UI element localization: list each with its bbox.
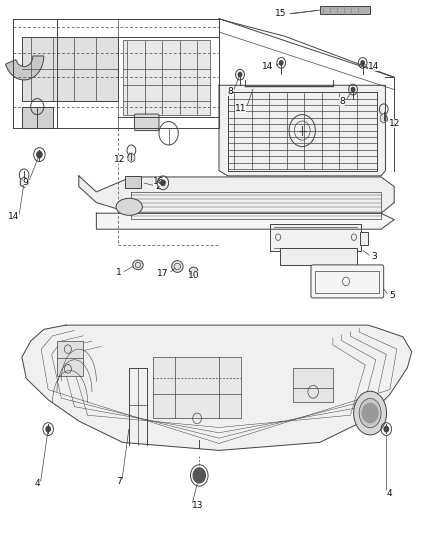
Circle shape bbox=[279, 61, 283, 65]
Circle shape bbox=[351, 87, 355, 92]
FancyBboxPatch shape bbox=[134, 114, 159, 131]
Text: 5: 5 bbox=[389, 292, 395, 300]
Ellipse shape bbox=[189, 267, 198, 276]
Ellipse shape bbox=[359, 399, 381, 427]
Circle shape bbox=[46, 426, 50, 432]
Text: 15: 15 bbox=[276, 10, 287, 18]
Text: 8: 8 bbox=[339, 97, 345, 106]
Circle shape bbox=[384, 426, 389, 432]
Text: 4: 4 bbox=[386, 489, 392, 497]
Wedge shape bbox=[6, 56, 44, 80]
FancyBboxPatch shape bbox=[360, 232, 368, 245]
Text: 7: 7 bbox=[116, 478, 122, 486]
Circle shape bbox=[362, 403, 378, 423]
Text: 10: 10 bbox=[187, 271, 199, 280]
Text: 2: 2 bbox=[155, 182, 161, 190]
Ellipse shape bbox=[133, 260, 143, 270]
Polygon shape bbox=[79, 176, 394, 213]
Text: 16: 16 bbox=[153, 177, 165, 185]
FancyBboxPatch shape bbox=[320, 6, 370, 14]
Circle shape bbox=[361, 61, 364, 65]
Text: 4: 4 bbox=[35, 480, 40, 488]
Text: 3: 3 bbox=[371, 253, 377, 261]
Text: 14: 14 bbox=[262, 62, 274, 70]
FancyBboxPatch shape bbox=[125, 176, 141, 188]
Text: 14: 14 bbox=[368, 62, 379, 70]
Text: 13: 13 bbox=[192, 501, 203, 510]
FancyBboxPatch shape bbox=[123, 40, 210, 115]
Ellipse shape bbox=[116, 198, 142, 215]
Text: 12: 12 bbox=[114, 156, 126, 164]
Polygon shape bbox=[219, 85, 385, 176]
Text: 9: 9 bbox=[23, 178, 28, 187]
Polygon shape bbox=[131, 192, 381, 219]
Ellipse shape bbox=[354, 391, 387, 435]
Text: 8: 8 bbox=[227, 87, 233, 96]
Circle shape bbox=[193, 468, 205, 483]
Circle shape bbox=[238, 72, 242, 77]
Ellipse shape bbox=[172, 261, 183, 272]
Circle shape bbox=[37, 151, 42, 158]
Text: 1: 1 bbox=[116, 269, 122, 277]
Text: 14: 14 bbox=[7, 213, 19, 221]
Text: 17: 17 bbox=[157, 269, 169, 278]
Circle shape bbox=[161, 180, 165, 185]
Polygon shape bbox=[96, 213, 394, 229]
FancyBboxPatch shape bbox=[293, 368, 333, 402]
FancyBboxPatch shape bbox=[311, 265, 384, 298]
Text: 12: 12 bbox=[389, 119, 400, 128]
FancyBboxPatch shape bbox=[22, 107, 53, 128]
Polygon shape bbox=[22, 325, 412, 450]
FancyBboxPatch shape bbox=[22, 37, 118, 101]
FancyBboxPatch shape bbox=[270, 224, 361, 251]
FancyBboxPatch shape bbox=[57, 341, 83, 376]
FancyBboxPatch shape bbox=[153, 357, 241, 418]
Text: 11: 11 bbox=[235, 104, 246, 112]
FancyBboxPatch shape bbox=[280, 248, 357, 265]
